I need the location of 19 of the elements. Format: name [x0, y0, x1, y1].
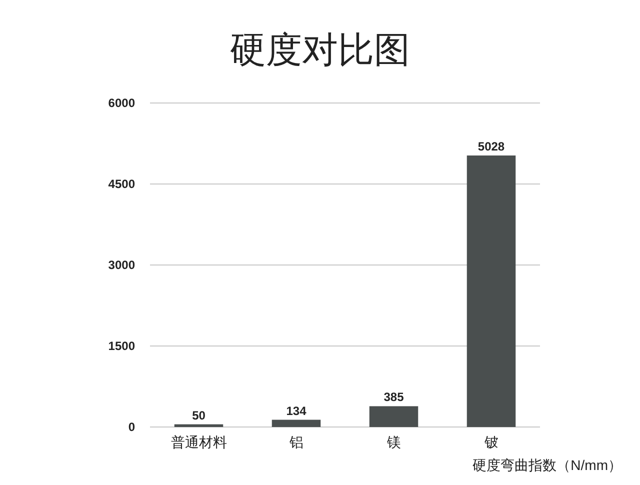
y-tick-label: 0 — [128, 420, 136, 434]
data-label: 5028 — [478, 139, 505, 154]
data-label: 134 — [286, 404, 307, 418]
y-tick-label: 4500 — [108, 177, 136, 191]
x-tick-label: 镁 — [386, 434, 401, 450]
bar — [466, 155, 516, 427]
data-label: 385 — [384, 390, 404, 404]
bar — [369, 406, 418, 427]
y-tick-label: 6000 — [108, 96, 136, 110]
x-tick-label: 铍 — [483, 434, 498, 450]
bar — [272, 420, 321, 427]
x-tick-label: 普通材料 — [170, 434, 227, 450]
y-tick-label: 3000 — [108, 258, 136, 272]
x-axis-title: 硬度弯曲指数（N/mm） — [472, 457, 622, 473]
y-tick-label: 1500 — [108, 339, 136, 353]
x-tick-label: 铝 — [288, 434, 304, 450]
data-label: 50 — [192, 408, 206, 422]
chart-title: 硬度对比图 — [230, 29, 410, 70]
bar — [174, 424, 224, 427]
